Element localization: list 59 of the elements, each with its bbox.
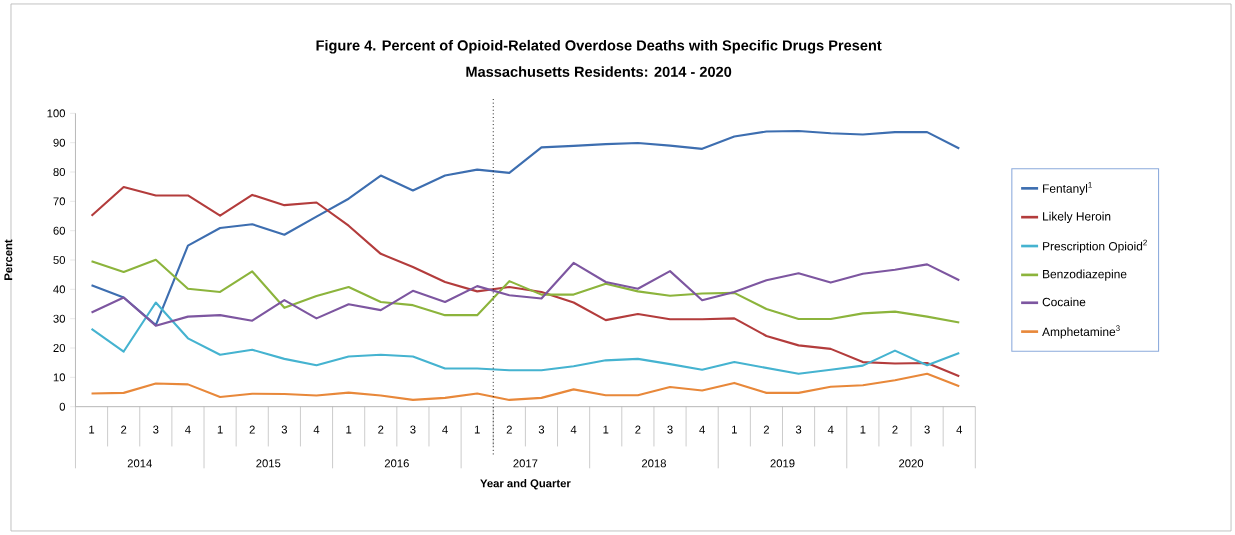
- y-tick-label: 80: [53, 168, 66, 177]
- line-series: [90, 185, 961, 378]
- x-tick-label: 4: [699, 425, 705, 434]
- text: 2020: [899, 459, 924, 468]
- x-tick-label: 3: [667, 425, 673, 434]
- y-axis-title: Percent: [4, 239, 13, 280]
- y-tick-label: 40: [53, 285, 66, 294]
- x-tick-label: 1: [860, 425, 866, 434]
- text: 2016: [384, 459, 409, 468]
- y-tick-label: 0: [59, 402, 66, 411]
- text: 2014: [127, 459, 152, 468]
- y-tick-label: 20: [53, 344, 66, 353]
- x-tick-label: 3: [410, 425, 416, 434]
- x-tick-label: 3: [153, 425, 159, 434]
- x-tick-label: 1: [474, 425, 480, 434]
- x-tick-label: 3: [538, 425, 545, 434]
- text: 2019: [770, 459, 795, 468]
- y-tick-label: 60: [53, 226, 66, 235]
- legend-label: Fentanyl$^{1}$: [1043, 182, 1092, 196]
- legend-label: Likely Heroin: [1043, 211, 1111, 224]
- legend-label: Amphetamine$^{3}$: [1042, 325, 1120, 339]
- legend-label: Prescription Opioid$^{2}$: [1043, 239, 1147, 253]
- x-tick-label: 2: [378, 425, 384, 434]
- x-tick-label: 4: [956, 425, 963, 434]
- x-tick-label: 4: [442, 425, 448, 434]
- line-series: [90, 372, 961, 402]
- x-axis-title: Year and Quarter: [480, 479, 571, 490]
- x-tick-label: 2: [249, 425, 255, 434]
- x-tick-label: 1: [89, 425, 95, 434]
- legend-label: Benzodiazepine: [1043, 269, 1127, 281]
- legend-label: Cocaine: [1042, 297, 1086, 307]
- x-tick-label: 2: [635, 425, 641, 434]
- chart-subtitle: Massachusetts Residents: 2014 - 2020: [466, 66, 732, 77]
- y-tick-label: 100: [47, 109, 66, 118]
- text: 2018: [641, 459, 666, 468]
- y-tick-label: 70: [53, 197, 66, 206]
- x-tick-label: 4: [570, 425, 577, 434]
- text: 2017: [513, 459, 538, 468]
- y-tick-label: 30: [53, 314, 66, 323]
- x-tick-label: 4: [185, 425, 191, 434]
- text: 2015: [256, 459, 281, 468]
- x-tick-label: 1: [217, 425, 223, 434]
- x-tick-label: 2: [763, 425, 769, 434]
- x-tick-label: 3: [924, 425, 930, 434]
- x-tick-label: 2: [506, 425, 512, 434]
- chart-title: Figure 4. Percent of Opioid-Related Overdose Deaths with Specific Drugs Present: [316, 39, 882, 54]
- x-tick-label: 4: [827, 425, 834, 434]
- y-tick-label: 10: [53, 373, 66, 382]
- y-tick-label: 90: [53, 138, 66, 147]
- x-tick-label: 3: [281, 425, 288, 434]
- x-tick-label: 3: [795, 425, 802, 434]
- x-tick-label: 1: [732, 425, 737, 434]
- y-tick-label: 50: [53, 256, 66, 265]
- x-tick-label: 2: [892, 425, 898, 434]
- x-tick-label: 4: [313, 425, 320, 434]
- line-series: [90, 129, 961, 327]
- x-tick-label: 1: [603, 425, 609, 434]
- x-tick-label: 2: [121, 425, 127, 434]
- x-tick-label: 1: [346, 425, 352, 434]
